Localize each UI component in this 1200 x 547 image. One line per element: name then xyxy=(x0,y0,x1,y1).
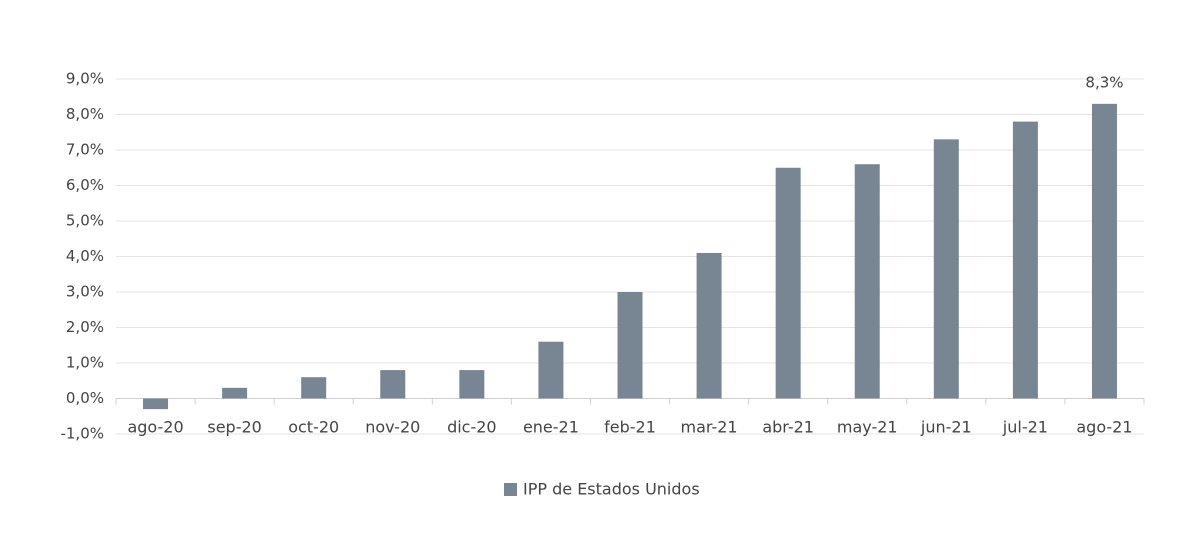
bar xyxy=(143,398,169,410)
legend-swatch xyxy=(504,483,517,496)
y-tick-label: 4,0% xyxy=(66,247,104,265)
y-tick-label: 9,0% xyxy=(66,70,104,88)
x-tick-label: jun-21 xyxy=(920,418,972,437)
legend-label: IPP de Estados Unidos xyxy=(523,480,700,499)
x-tick-label: ago-21 xyxy=(1076,418,1132,437)
x-tick-label: oct-20 xyxy=(288,418,339,437)
x-tick-label: nov-20 xyxy=(365,418,420,437)
y-tick-label: 7,0% xyxy=(66,141,104,159)
bar xyxy=(696,252,722,399)
bar xyxy=(538,341,564,399)
bar xyxy=(1091,103,1117,399)
x-tick-label: jul-21 xyxy=(1002,418,1048,437)
bar xyxy=(301,377,327,399)
y-tick-label: 5,0% xyxy=(66,212,104,230)
y-tick-label: 2,0% xyxy=(66,318,104,336)
x-tick-label: abr-21 xyxy=(762,418,814,437)
x-tick-label: dic-20 xyxy=(447,418,497,437)
x-tick-label: mar-21 xyxy=(681,418,738,437)
bar xyxy=(459,370,485,399)
x-tick-label: feb-21 xyxy=(604,418,656,437)
bar xyxy=(854,164,880,399)
bar xyxy=(1012,121,1038,399)
bar xyxy=(933,139,959,399)
bar xyxy=(617,292,643,399)
x-tick-label: ene-21 xyxy=(523,418,579,437)
y-tick-label: 3,0% xyxy=(66,283,104,301)
x-tick-label: ago-20 xyxy=(127,418,183,437)
y-tick-label: 1,0% xyxy=(66,354,104,372)
x-tick-label: may-21 xyxy=(837,418,898,437)
x-tick-label: sep-20 xyxy=(207,418,261,437)
bar xyxy=(222,387,248,399)
bar xyxy=(380,370,406,399)
y-tick-label: -1,0% xyxy=(60,425,104,443)
y-tick-label: 6,0% xyxy=(66,176,104,194)
y-tick-label: 8,0% xyxy=(66,105,104,123)
bar xyxy=(775,167,801,399)
y-tick-label: 0,0% xyxy=(66,389,104,407)
value-label: 8,3% xyxy=(1085,73,1123,91)
